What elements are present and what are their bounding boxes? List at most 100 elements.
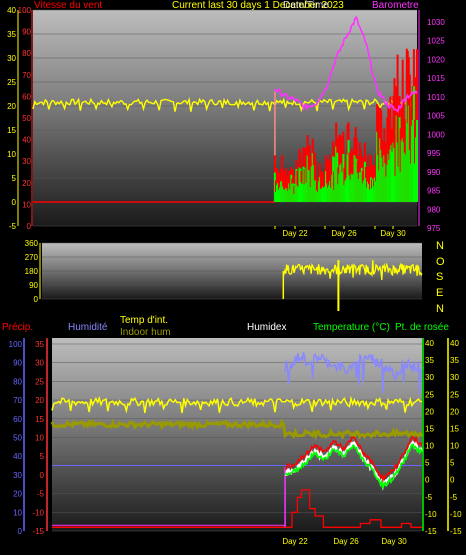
bottom-right-tick-label: 20 [425,407,434,416]
top-right-tick-label: 1015 [427,74,445,83]
x-tick-day26: Day 26 [331,229,357,238]
bottom-temp-tick-label: 5 [40,452,45,461]
bottom-right-tick-label: 0 [425,476,430,485]
bottom-precip-tick-label: 100 [9,340,23,349]
top-left-tick-label: -5 [9,222,17,231]
bottom-right2-tick-label: 15 [450,424,459,433]
bottom-x-tick-day22: Day 22 [282,537,308,546]
barometer-label: Barometre [372,0,419,11]
x-tick-day22: Day 22 [282,229,308,238]
top-left-b-tick-label: 0 [27,222,32,231]
bottom-temp-tick-label: 10 [35,434,44,443]
dir-tick-label: 90 [29,281,38,290]
top-left-tick-label: 40 [7,6,16,15]
top-left-tick-label: 25 [7,78,16,87]
bottom-temp-tick-label: 0 [40,471,45,480]
indoor-temp-bottom-line [51,395,423,414]
top-right-tick-label: 980 [427,205,441,214]
bottom-right-tick-label: 25 [425,390,434,399]
bottom-precip-tick-label: 20 [13,490,22,499]
bottom-temp-tick-label: 15 [35,415,44,424]
bottom-right-tick-label: 30 [425,373,434,382]
top-left-b-tick-label: 100 [18,6,32,15]
top-left-b-tick-label: 80 [22,49,31,58]
compass-n-top: N [436,240,444,252]
top-right-tick-label: 985 [427,187,441,196]
humidity-label: Humidité [68,322,108,333]
bottom-right2-tick-label: 0 [450,476,455,485]
wind-speed-label: Vitesse du vent [34,0,103,11]
temperature-label: Temperature (°C) [313,322,390,333]
top-right-tick-label: 1010 [427,93,445,102]
top-left-b-tick-label: 10 [22,200,31,209]
x-tick-day30: Day 30 [380,229,406,238]
top-left-tick-label: 10 [7,150,16,159]
bottom-temp-tick-label: 35 [35,340,44,349]
dewpoint-line [284,443,423,489]
top-right-tick-label: 995 [427,149,441,158]
compass-o: O [436,256,445,268]
top-right-tick-label: 1000 [427,130,445,139]
bottom-precip-tick-label: 50 [13,434,22,443]
bottom-precip-tick-label: 60 [13,415,22,424]
indoor-humidity-line [50,418,424,441]
bottom-temp-tick-label: -5 [37,490,45,499]
dir-tick-label: 360 [25,239,39,248]
top-right-tick-label: 1030 [427,18,445,27]
bottom-temp-tick-label: 25 [35,377,44,386]
indoor-temp-line [32,96,418,113]
bottom-right2-tick-label: 30 [450,373,459,382]
bottom-precip-tick-label: 30 [13,471,22,480]
bottom-right-tick-label: 35 [425,356,434,365]
top-left-b-tick-label: 90 [22,28,31,37]
compass-n-bottom: N [436,303,444,315]
top-right-tick-label: 1020 [427,55,445,64]
top-left-tick-label: 30 [7,54,16,63]
title-current: Current last 30 days 1 December 2023 [172,0,344,11]
top-left-tick-label: 20 [7,102,16,111]
top-left-b-tick-label: 70 [22,71,31,80]
compass-e: E [436,287,444,299]
temperature-line [284,435,423,484]
bottom-right2-tick-label: 5 [450,459,455,468]
top-right-tick-label: 1005 [427,112,445,121]
compass-s: S [436,271,444,283]
top-left-tick-label: 5 [12,174,17,183]
data-series [32,15,424,529]
indoor-hum-label: Indoor hum [120,327,171,338]
top-left-tick-label: 15 [7,126,16,135]
bottom-right2-tick-label: 35 [450,356,459,365]
bottom-precip-tick-label: 80 [13,377,22,386]
bottom-right2-tick-label: 20 [450,407,459,416]
bottom-right2-tick-label: -15 [450,527,462,536]
top-left-tick-label: 0 [12,198,17,207]
bottom-temp-tick-label: -15 [32,527,44,536]
top-left-b-tick-label: 40 [22,136,31,145]
top-right-tick-label: 975 [427,224,441,233]
title-datetime: Date/Time [283,0,329,11]
bottom-precip-tick-label: 70 [13,396,22,405]
bottom-right-tick-label: 10 [425,442,434,451]
top-left-b-tick-label: 60 [22,92,31,101]
bottom-temp-tick-label: 20 [35,396,44,405]
precip-label: Précip. [2,322,34,333]
dir-tick-label: 270 [25,253,39,262]
bottom-temp-tick-label: 30 [35,359,44,368]
wind-direction-line [282,260,423,280]
humidity-line [284,352,423,394]
bottom-right2-tick-label: 25 [450,390,459,399]
top-left-b-tick-label: 20 [22,179,31,188]
bottom-precip-tick-label: 10 [13,508,22,517]
pressure-line [274,15,418,114]
dir-tick-label: 0 [34,295,39,304]
bottom-precip-tick-label: 0 [18,527,23,536]
bottom-right-tick-label: 15 [425,424,434,433]
top-left-tick-label: 35 [7,30,16,39]
temp-int-label: Temp d'int. [120,315,169,326]
bottom-precip-tick-label: 40 [13,452,22,461]
bottom-x-tick-day30: Day 30 [381,537,407,546]
bottom-right-tick-label: 40 [425,339,434,348]
bottom-right-tick-label: -15 [425,527,437,536]
bottom-x-tick-day26: Day 26 [333,537,359,546]
